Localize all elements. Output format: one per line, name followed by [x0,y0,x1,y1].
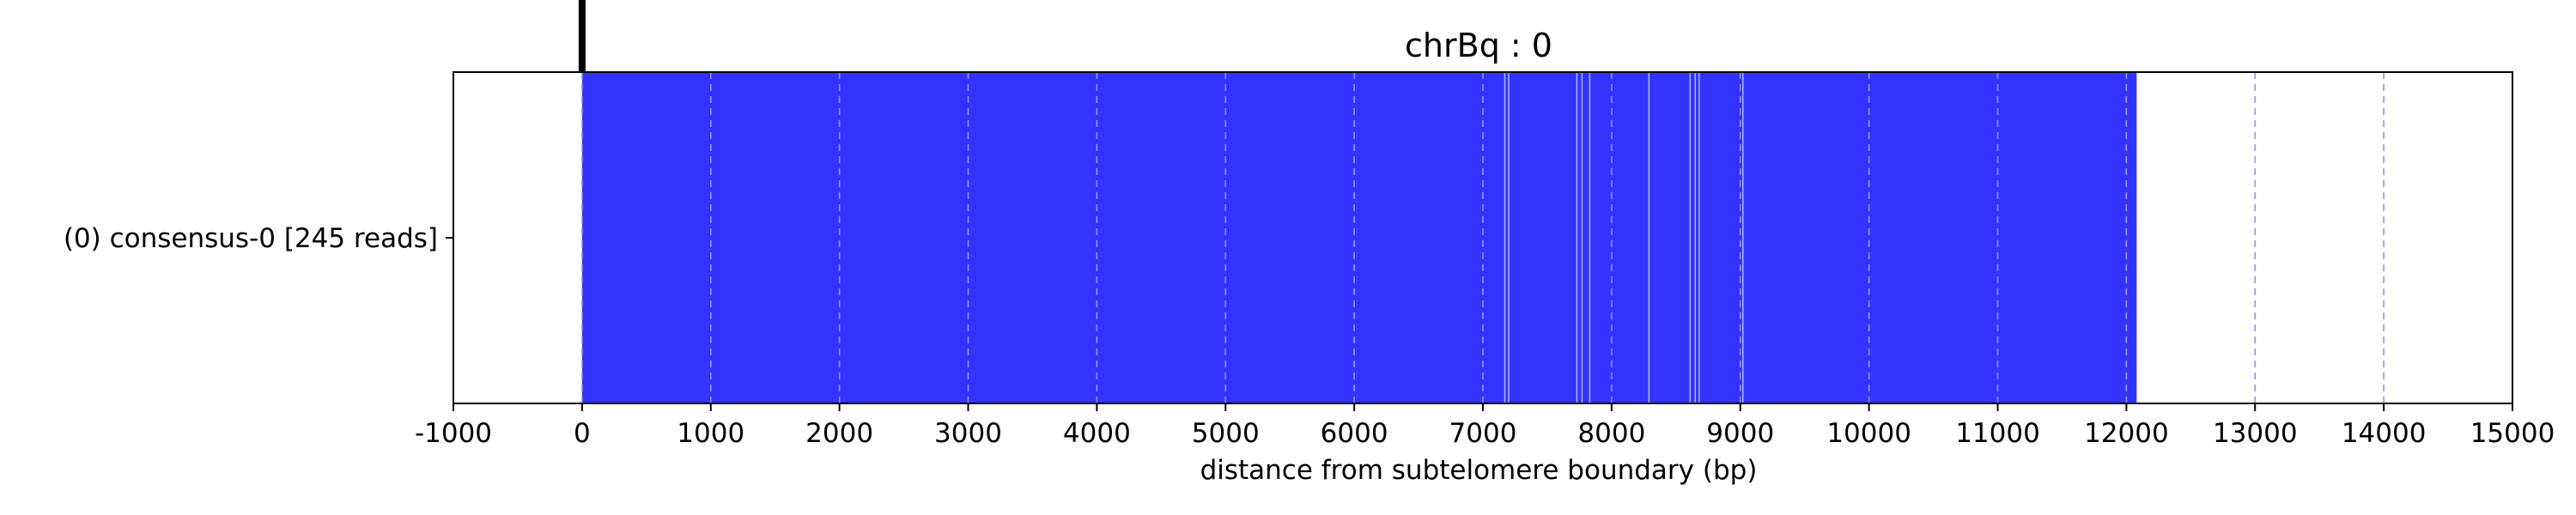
x-tick-label-8000: 8000 [1577,418,1645,449]
x-tick-label-1000: 1000 [677,418,744,449]
y-tick-label-0: (0) consensus-0 [245 reads] [64,223,438,254]
bars [581,73,2137,403]
x-tick-label-13000: 13000 [2213,418,2298,449]
x-tick-label-10000: 10000 [1826,418,1911,449]
bar-segment-0-0 [581,73,2137,403]
chart-title: chrBq : 0 [1405,27,1552,64]
x-tick-label-6000: 6000 [1321,418,1388,449]
bar-breaks [581,72,2385,403]
y-axis: (0) consensus-0 [245 reads] [64,223,453,254]
x-tick-label-12000: 12000 [2084,418,2169,449]
x-tick-label--1000: -1000 [415,418,492,449]
x-tick-label-9000: 9000 [1706,418,1774,449]
x-tick-label-15000: 15000 [2470,418,2555,449]
x-tick-label-5000: 5000 [1192,418,1260,449]
x-tick-label-2000: 2000 [805,418,873,449]
x-tick-label-4000: 4000 [1063,418,1131,449]
x-tick-label-3000: 3000 [934,418,1002,449]
x-axis-label: distance from subtelomere boundary (bp) [1200,455,1758,486]
x-tick-label-7000: 7000 [1449,418,1517,449]
x-tick-label-14000: 14000 [2342,418,2427,449]
x-tick-label-11000: 11000 [1955,418,2040,449]
x-tick-label-0: 0 [574,418,591,449]
x-axis: -1000 0 1000 2000 3000 4000 5000 6000 7000 8000 90… [415,403,2555,449]
